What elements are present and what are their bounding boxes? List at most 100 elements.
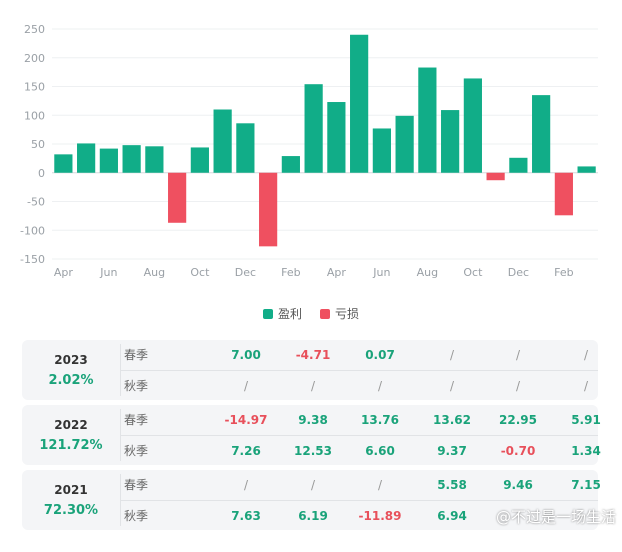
value-cell: 7.63: [231, 509, 261, 523]
value-cell: 9.38: [298, 413, 328, 427]
bar-2023-09[interactable]: [441, 110, 460, 173]
bar-2023-06[interactable]: [372, 128, 391, 173]
bar-chart: 250 200 150 100 50 0 -50 -100 -150 Apr Jun Aug Oct De…: [20, 23, 598, 279]
value-cell: -4.71: [295, 348, 331, 362]
value-cell: -11.89: [358, 509, 402, 523]
x-tick-label: Aug: [417, 266, 438, 279]
bar-2023-01[interactable]: [259, 172, 278, 247]
bar-2023-03[interactable]: [304, 84, 323, 173]
year-cell: 2023 2.02%: [22, 340, 120, 400]
bar-2023-11[interactable]: [486, 172, 505, 181]
bar-2023-10[interactable]: [463, 78, 482, 173]
value-cell: /: [515, 379, 521, 393]
value-cell: /: [515, 348, 521, 362]
year-label: 2023: [54, 352, 88, 367]
value-cell: /: [310, 478, 316, 492]
value-cell: /: [583, 348, 589, 362]
value-cell: /: [377, 478, 383, 492]
season-row: 春季 -14.97 9.38 13.76 13.62 22.95 5.91: [120, 405, 601, 435]
y-tick-label: -50: [27, 196, 45, 209]
year-total: 2.02%: [48, 372, 94, 388]
value-cell: 22.95: [499, 413, 537, 427]
bar-2022-10[interactable]: [190, 147, 209, 173]
value-cell: 12.53: [294, 444, 332, 458]
value-cell: 7.00: [231, 348, 261, 362]
season-label: 春季: [124, 413, 149, 427]
value-cell: 9.37: [437, 444, 467, 458]
year-cell: 2022 121.72%: [22, 405, 120, 465]
value-cell: /: [449, 348, 455, 362]
y-tick-label: 200: [24, 52, 45, 65]
year-block-2023: 2023 2.02% 春季 7.00 -4.71 0.07 / / / 秋季 /…: [22, 340, 598, 400]
bar-2022-12[interactable]: [236, 123, 255, 173]
legend-swatch-profit: [262, 308, 273, 319]
year-block-2022: 2022 121.72% 春季 -14.97 9.38 13.76 13.62 …: [22, 405, 601, 466]
year-block-2021: 2021 72.30% 春季 / / / 5.58 9.46 7.15 秋季 7…: [22, 470, 601, 531]
bar-2023-04[interactable]: [327, 102, 346, 173]
bar-2022-05[interactable]: [77, 143, 96, 173]
bar-2022-07[interactable]: [122, 145, 141, 173]
legend-label-loss: 亏损: [335, 307, 360, 321]
y-tick-label: 100: [24, 109, 45, 122]
bar-2022-04[interactable]: [54, 154, 73, 173]
x-tick-label: Oct: [190, 266, 210, 279]
value-cell: -0.70: [500, 444, 536, 458]
bar-2024-03[interactable]: [577, 166, 596, 173]
year-label: 2021: [54, 482, 88, 497]
bar-2022-08[interactable]: [145, 146, 164, 173]
season-label: 秋季: [124, 509, 149, 523]
legend-item-profit[interactable]: 盈利: [262, 305, 302, 322]
season-row: 春季 7.00 -4.71 0.07 / / /: [120, 340, 598, 370]
value-cell: /: [243, 379, 249, 393]
bar-2024-01[interactable]: [532, 95, 551, 173]
x-tick-label: Apr: [327, 266, 347, 279]
legend-swatch-loss: [320, 308, 330, 319]
value-cell: 13.62: [433, 413, 471, 427]
chart-legend: 盈利 亏损: [0, 305, 622, 322]
value-cell: 1.34: [571, 444, 601, 458]
bar-2023-02[interactable]: [281, 156, 300, 173]
value-cell: 7.15: [571, 478, 601, 492]
y-tick-label: -150: [20, 253, 45, 266]
x-tick-label: Dec: [235, 266, 256, 279]
season-row: 秋季 7.63 6.19 -11.89 6.94: [120, 500, 598, 531]
y-tick-label: 0: [38, 167, 45, 180]
watermark-text: @不过是一场生活: [495, 508, 616, 526]
bar-2022-11[interactable]: [213, 109, 232, 173]
value-cell: 5.91: [571, 413, 601, 427]
y-tick-label: -100: [20, 224, 45, 237]
value-cell: 6.94: [437, 509, 467, 523]
value-cell: 6.60: [365, 444, 395, 458]
bar-2023-12[interactable]: [509, 157, 528, 173]
value-cell: /: [310, 379, 316, 393]
season-label: 秋季: [124, 379, 149, 393]
x-tick-label: Jun: [372, 266, 390, 279]
y-tick-label: 250: [24, 23, 45, 36]
season-row: 秋季 7.26 12.53 6.60 9.37 -0.70 1.34: [120, 435, 601, 466]
year-total: 72.30%: [43, 502, 99, 518]
bar-2024-02[interactable]: [554, 172, 573, 216]
watermark: @不过是一场生活: [496, 506, 616, 527]
bar-2023-05[interactable]: [350, 34, 369, 173]
legend-item-loss[interactable]: 亏损: [320, 305, 359, 322]
bar-2022-06[interactable]: [99, 148, 118, 173]
value-cell: 13.76: [361, 413, 399, 427]
bar-2023-07[interactable]: [395, 115, 414, 173]
y-tick-label: 50: [31, 138, 45, 151]
year-label: 2022: [54, 417, 88, 432]
x-tick-label: Dec: [508, 266, 529, 279]
value-cell: /: [583, 379, 589, 393]
value-cell: /: [243, 478, 249, 492]
value-cell: 6.19: [298, 509, 328, 523]
value-cell: /: [449, 379, 455, 393]
season-label: 秋季: [124, 444, 149, 458]
bar-2023-08[interactable]: [418, 67, 437, 173]
value-cell: -14.97: [224, 413, 268, 427]
year-total: 121.72%: [39, 437, 103, 453]
x-tick-label: Feb: [281, 266, 300, 279]
bar-2022-09[interactable]: [168, 172, 187, 223]
x-tick-label: Feb: [554, 266, 573, 279]
x-tick-label: Aug: [144, 266, 165, 279]
x-tick-label: Jun: [99, 266, 117, 279]
season-label: 春季: [124, 478, 149, 492]
